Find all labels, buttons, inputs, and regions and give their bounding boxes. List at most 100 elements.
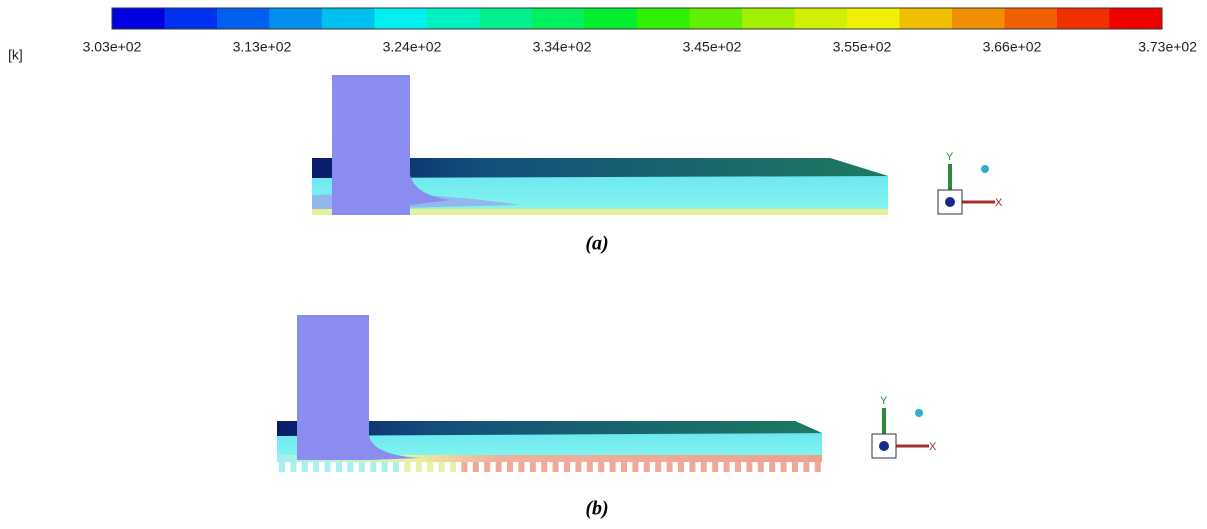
fin xyxy=(575,462,581,472)
colorbar-segment xyxy=(427,8,480,29)
triad-center xyxy=(879,441,889,451)
fin-gap xyxy=(547,462,552,472)
colorbar-segment xyxy=(900,8,953,29)
fin xyxy=(302,462,308,472)
fin-gap xyxy=(353,462,358,472)
fin xyxy=(655,462,661,472)
fin xyxy=(461,462,467,472)
fin xyxy=(564,462,570,472)
colorbar-segment xyxy=(690,8,743,29)
fin xyxy=(758,462,764,472)
fin xyxy=(587,462,593,472)
fin-gap xyxy=(399,462,404,472)
fin-gap xyxy=(342,462,347,472)
colorbar-label: 3.55e+02 xyxy=(833,39,892,55)
fin xyxy=(336,462,342,472)
fin-gap xyxy=(445,462,450,472)
fin xyxy=(769,462,775,472)
fin-gap xyxy=(775,462,780,472)
fin-gap xyxy=(616,462,621,472)
fin-gap xyxy=(695,462,700,472)
fin xyxy=(678,462,684,472)
fin-gap xyxy=(296,462,301,472)
caption: (a) xyxy=(585,233,608,255)
fin-gap xyxy=(798,462,803,472)
fin xyxy=(667,462,673,472)
fin xyxy=(382,462,388,472)
model-a xyxy=(312,75,888,215)
colorbar-label: 3.45e+02 xyxy=(683,39,742,55)
colorbar-label: 3.66e+02 xyxy=(983,39,1042,55)
fin xyxy=(553,462,559,472)
fin-gap xyxy=(661,462,666,472)
fin xyxy=(701,462,707,472)
fin xyxy=(712,462,718,472)
fin xyxy=(393,462,399,472)
fin-gap xyxy=(388,462,393,472)
fin xyxy=(473,462,479,472)
fin xyxy=(644,462,650,472)
fin xyxy=(507,462,513,472)
colorbar-segment xyxy=(532,8,585,29)
fin-gap xyxy=(752,462,757,472)
fin xyxy=(347,462,353,472)
colorbar xyxy=(112,8,1163,29)
fin xyxy=(632,462,638,472)
fin-gap xyxy=(638,462,643,472)
fin xyxy=(496,462,502,472)
colorbar-segment xyxy=(270,8,323,29)
triad-y-label: Y xyxy=(880,395,888,407)
fin xyxy=(541,462,547,472)
fin-gap xyxy=(502,462,507,472)
fin xyxy=(359,462,365,472)
colorbar-segment xyxy=(742,8,795,29)
fin xyxy=(450,462,456,472)
fin-gap xyxy=(536,462,541,472)
triad-y-label: Y xyxy=(946,151,954,163)
colorbar-segment xyxy=(375,8,428,29)
unit-label: [k] xyxy=(8,47,23,63)
model-b xyxy=(277,315,826,472)
fin-gap xyxy=(319,462,324,472)
triad-z xyxy=(915,409,923,417)
fin-gap xyxy=(684,462,689,472)
colorbar-segment xyxy=(952,8,1005,29)
colorbar-segment xyxy=(480,8,533,29)
colorbar-label: 3.73e+02 xyxy=(1138,39,1197,55)
colorbar-segment xyxy=(637,8,690,29)
fin-gap xyxy=(410,462,415,472)
fin xyxy=(439,462,445,472)
fin-gap xyxy=(456,462,461,472)
fin xyxy=(735,462,741,472)
fin-gap xyxy=(821,462,826,472)
triad-z xyxy=(981,165,989,173)
colorbar-segment xyxy=(847,8,900,29)
triad-x-label: X xyxy=(995,197,1003,209)
fin-gap xyxy=(650,462,655,472)
fin xyxy=(279,462,285,472)
fin xyxy=(325,462,331,472)
fin xyxy=(610,462,616,472)
fin xyxy=(746,462,752,472)
colorbar-segment xyxy=(112,8,165,29)
fin-gap xyxy=(513,462,518,472)
colorbar-segment xyxy=(1005,8,1058,29)
fin-gap xyxy=(627,462,632,472)
colorbar-segment xyxy=(1110,8,1163,29)
fin-gap xyxy=(718,462,723,472)
fin-gap xyxy=(365,462,370,472)
colorbar-segment xyxy=(165,8,218,29)
fin xyxy=(598,462,604,472)
fin-gap xyxy=(707,462,712,472)
fin xyxy=(689,462,695,472)
colorbar-segment xyxy=(795,8,848,29)
fin-gap xyxy=(433,462,438,472)
fin xyxy=(518,462,524,472)
fin xyxy=(416,462,422,472)
fin xyxy=(530,462,536,472)
fin-gap xyxy=(467,462,472,472)
colorbar-segment xyxy=(585,8,638,29)
fin-gap xyxy=(764,462,769,472)
colorbar-segment xyxy=(217,8,270,29)
fin xyxy=(781,462,787,472)
